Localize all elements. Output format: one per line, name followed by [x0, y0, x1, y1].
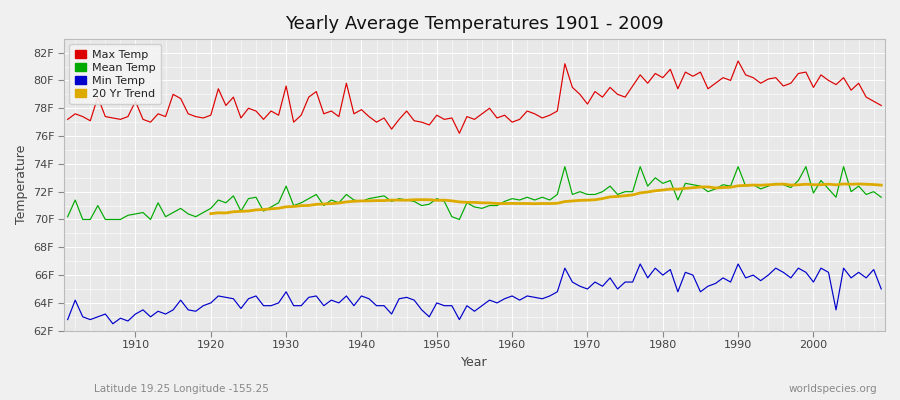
Legend: Max Temp, Mean Temp, Min Temp, 20 Yr Trend: Max Temp, Mean Temp, Min Temp, 20 Yr Tre… — [69, 44, 161, 104]
Title: Yearly Average Temperatures 1901 - 2009: Yearly Average Temperatures 1901 - 2009 — [285, 15, 664, 33]
Y-axis label: Temperature: Temperature — [15, 145, 28, 224]
Text: Latitude 19.25 Longitude -155.25: Latitude 19.25 Longitude -155.25 — [94, 384, 269, 394]
Text: worldspecies.org: worldspecies.org — [789, 384, 877, 394]
X-axis label: Year: Year — [461, 356, 488, 369]
